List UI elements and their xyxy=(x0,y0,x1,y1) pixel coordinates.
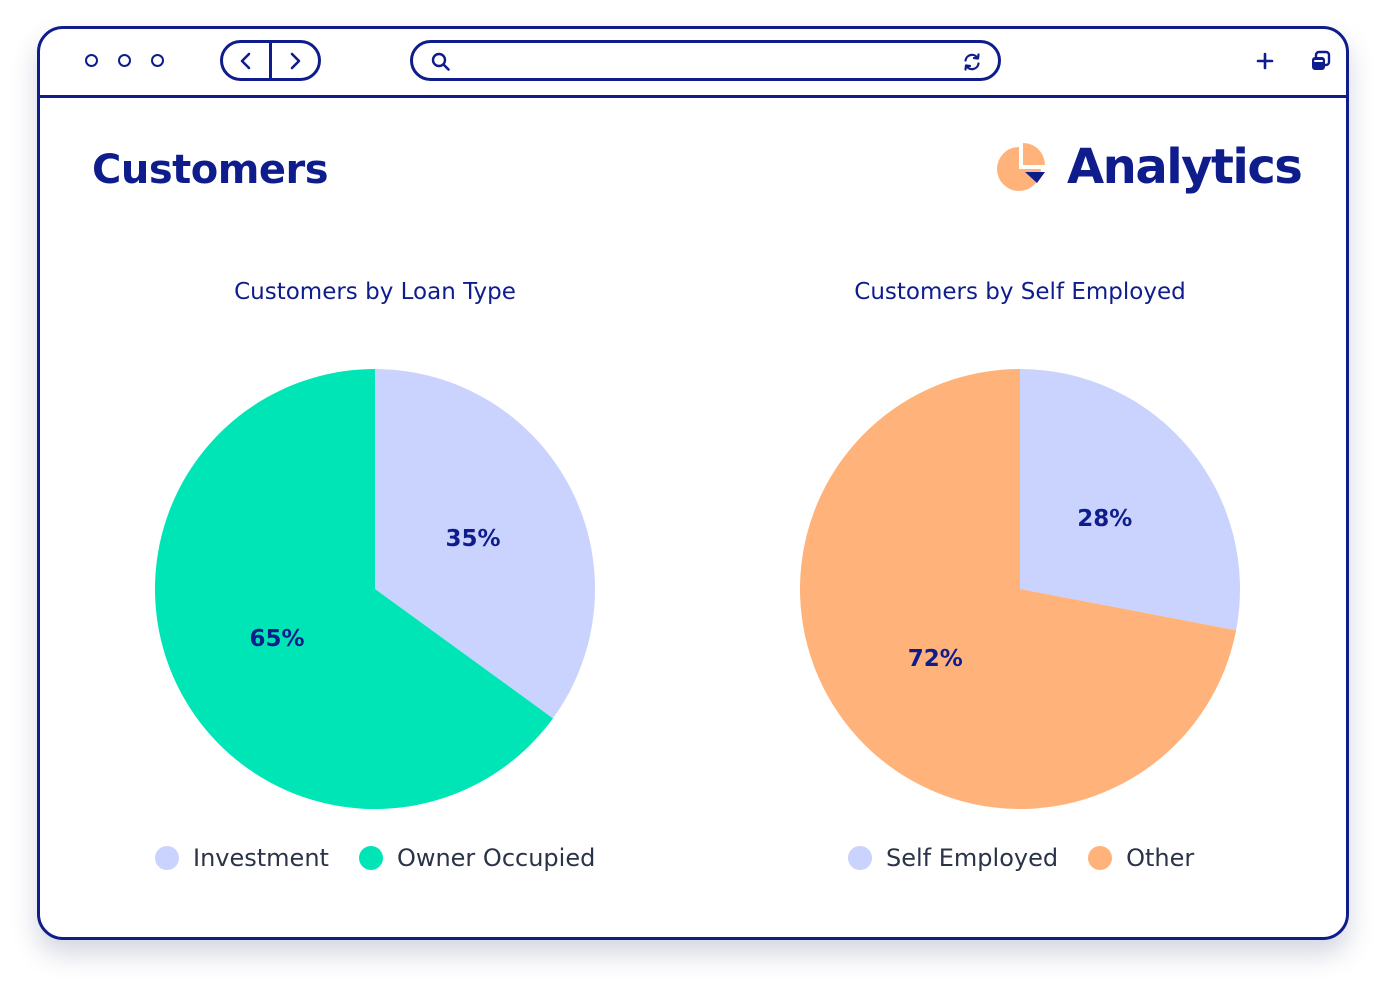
legend-item-investment: Investment xyxy=(155,844,329,872)
legend-label: Other xyxy=(1126,844,1195,872)
navigation-buttons xyxy=(220,40,321,81)
browser-window: Customers Analytics Customers by Loan Ty… xyxy=(37,26,1349,940)
pie-slice-owner-occupied[interactable] xyxy=(154,369,553,809)
legend-swatch xyxy=(848,846,872,870)
chart-title-loan-type: Customers by Loan Type xyxy=(234,279,516,305)
legend-label: Self Employed xyxy=(886,844,1059,872)
legend-item-owner-occupied: Owner Occupied xyxy=(358,844,596,872)
legend-swatch xyxy=(358,846,383,870)
back-button[interactable] xyxy=(223,43,269,78)
address-bar[interactable] xyxy=(410,40,1001,81)
analytics-logo: Analytics xyxy=(995,139,1303,195)
legend-label: Owner Occupied xyxy=(396,844,596,872)
legend-item-other: Other xyxy=(1088,844,1194,872)
forward-button[interactable] xyxy=(272,43,318,78)
browser-toolbar xyxy=(40,29,1346,98)
chevron-right-icon xyxy=(290,52,301,69)
legend-swatch xyxy=(155,846,179,870)
refresh-icon[interactable] xyxy=(962,52,982,72)
pie-label-investment: 35% xyxy=(445,526,500,552)
window-control-dot[interactable] xyxy=(118,54,131,67)
legend-item-self-employed: Self Employed xyxy=(848,844,1058,872)
logo-text: Analytics xyxy=(1067,139,1303,195)
pie-slice-self-employed[interactable] xyxy=(1020,369,1240,631)
address-input[interactable] xyxy=(461,48,950,76)
pie-label-self-employed: 28% xyxy=(1077,506,1132,532)
legend-self-employed: Self Employed Other xyxy=(848,844,1194,872)
window-control-dot[interactable] xyxy=(151,54,164,67)
pie-slice-investment[interactable] xyxy=(375,369,595,719)
legend-loan-type: Investment Owner Occupied xyxy=(155,844,595,872)
page-title: Customers xyxy=(92,147,329,193)
pie-label-owner-occupied: 65% xyxy=(249,626,304,652)
legend-swatch xyxy=(1088,846,1113,870)
pie-label-other: 72% xyxy=(908,646,963,672)
pie-chart-loan-type: 35% 65% xyxy=(154,369,595,809)
window-control-dot[interactable] xyxy=(85,54,98,67)
search-icon xyxy=(431,52,450,71)
nav-divider xyxy=(269,43,272,78)
pie-slice-other[interactable] xyxy=(800,369,1237,809)
legend-label: Investment xyxy=(193,844,329,872)
chevron-left-icon xyxy=(240,52,251,69)
tabs-icon[interactable] xyxy=(1310,50,1332,72)
pie-chart-icon xyxy=(997,143,1045,191)
pie-chart-self-employed: 28% 72% xyxy=(800,369,1240,809)
new-tab-plus-icon[interactable] xyxy=(1255,51,1275,71)
chart-title-self-employed: Customers by Self Employed xyxy=(854,279,1186,305)
